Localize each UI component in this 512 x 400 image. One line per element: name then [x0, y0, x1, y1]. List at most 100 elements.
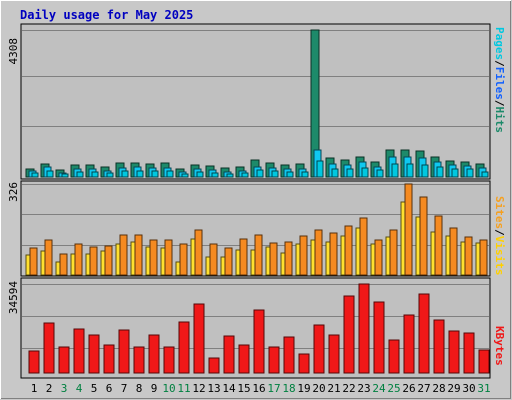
visits-bar [74, 243, 83, 276]
kbytes-bar [148, 334, 160, 374]
kbytes-bar [208, 357, 220, 374]
visits-bar [299, 235, 308, 276]
x-tick-label: 11 [177, 382, 190, 395]
kbytes-bar [223, 335, 235, 374]
pages-bar [271, 170, 279, 178]
visits-bar [449, 227, 458, 276]
hits-max-label: 4308 [7, 38, 20, 65]
visits-bar [434, 215, 443, 276]
visits-bar [44, 239, 53, 276]
x-tick-label: 24 [372, 382, 386, 395]
pages-bar [286, 171, 294, 178]
pages-bar [346, 168, 354, 178]
x-tick-label: 29 [447, 382, 460, 395]
kbytes-bar [373, 301, 385, 374]
kbytes-bar [133, 346, 145, 374]
kbytes-bar [418, 293, 430, 374]
x-tick-label: 10 [162, 382, 175, 395]
kbytes-bar [28, 350, 40, 374]
x-tick-label: 13 [207, 382, 220, 395]
kbytes-bar [448, 330, 460, 374]
kbytes-bar [433, 319, 445, 374]
visits-bar [479, 239, 488, 276]
visits-bar [134, 234, 143, 276]
x-tick-label: 18 [282, 382, 295, 395]
x-tick-label: 23 [357, 382, 370, 395]
visits-bar [209, 243, 218, 276]
kbytes-max-label: 34594 [7, 281, 20, 314]
hits-panel [20, 23, 491, 180]
kbytes-bar [268, 346, 280, 374]
x-tick-label: 28 [432, 382, 445, 395]
pages-bar [376, 169, 384, 178]
pages-bar [46, 170, 54, 178]
x-tick-label: 30 [462, 382, 475, 395]
pages-bar [421, 164, 429, 178]
kbytes-bar [388, 339, 400, 374]
kbytes-bar [313, 324, 325, 374]
visits-bar [374, 239, 383, 276]
pages-bar [31, 172, 39, 178]
pages-bar [136, 170, 144, 178]
kbytes-bar [298, 353, 310, 374]
pages-bar [256, 169, 264, 178]
pages-bar [91, 171, 99, 178]
visits-bar [239, 238, 248, 276]
kbytes-bar [358, 283, 370, 374]
pages-bar [106, 172, 114, 178]
pages-bar [196, 171, 204, 178]
pages-bar [181, 173, 189, 178]
kbytes-bar [118, 329, 130, 374]
kbytes-bar [328, 334, 340, 374]
x-tick-label: 20 [312, 382, 325, 395]
x-tick-label: 7 [121, 382, 128, 395]
kbytes-bar [238, 344, 250, 374]
kbytes-bar [103, 344, 115, 374]
visits-bar [404, 183, 413, 276]
kbytes-bar [403, 314, 415, 374]
x-tick-label: 22 [342, 382, 355, 395]
x-tick-label: 21 [327, 382, 340, 395]
visits-bar [464, 236, 473, 276]
pages-bar [316, 160, 324, 178]
legend-pages: Pages [493, 27, 506, 60]
chart-title: Daily usage for May 2025 [20, 8, 193, 22]
sites-visits-legend: Sites/Visits [493, 196, 506, 276]
visits-bar [254, 234, 263, 276]
pages-bar [481, 171, 489, 178]
x-tick-label: 31 [477, 382, 490, 395]
kbytes-bar [463, 332, 475, 374]
visits-bar [269, 242, 278, 276]
pages-bar [121, 170, 129, 178]
kbytes-bar [58, 346, 70, 374]
legend-sites: Sites [493, 196, 506, 229]
visits-bar [29, 247, 38, 276]
x-tick-label: 12 [192, 382, 205, 395]
visits-bar [329, 232, 338, 276]
x-axis-labels: 1 2 3 4 5 6 7 8 9 10 11 12 13 14 15 16 17 18 19 20 21 22 23 24 2… [31, 382, 491, 395]
kbytes-bar [178, 321, 190, 374]
visits-bar [359, 217, 368, 276]
kbytes-bar [73, 328, 85, 374]
kbytes-bar [163, 346, 175, 374]
legend-slash: / [493, 100, 506, 107]
pages-bar [301, 171, 309, 178]
x-tick-label: 19 [297, 382, 310, 395]
pages-bar [76, 171, 84, 178]
pages-bar [211, 172, 219, 178]
x-tick-label: 26 [402, 382, 415, 395]
visits-bar [164, 239, 173, 276]
legend-kbytes: KBytes [493, 326, 506, 366]
x-tick-label: 17 [267, 382, 280, 395]
pages-bar [226, 173, 234, 178]
x-tick-label: 14 [222, 382, 236, 395]
visits-bar [314, 229, 323, 276]
x-tick-label: 25 [387, 382, 400, 395]
x-tick-label: 16 [252, 382, 265, 395]
pages-bar [436, 166, 444, 178]
kbytes-bar [478, 349, 490, 374]
visits-bar [149, 239, 158, 276]
pages-bar [241, 172, 249, 178]
kbytes-bar [43, 322, 55, 374]
x-tick-label: 4 [76, 382, 83, 395]
